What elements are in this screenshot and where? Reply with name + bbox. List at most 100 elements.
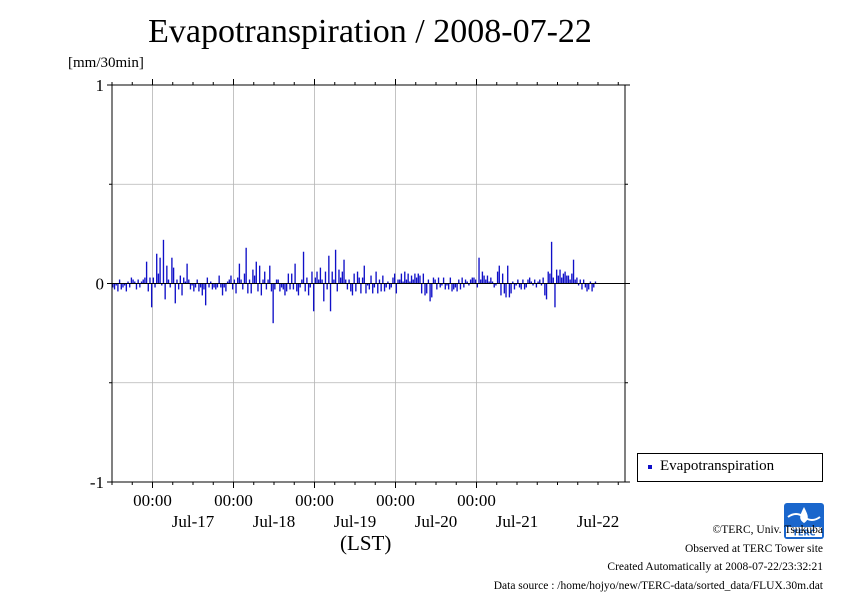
bar — [557, 275, 560, 284]
bar — [132, 279, 134, 284]
bar — [441, 283, 443, 286]
bar — [328, 255, 330, 284]
bar — [461, 277, 463, 284]
bar — [549, 273, 551, 284]
bar — [576, 277, 578, 284]
bar — [404, 271, 406, 284]
created-text: Created Automatically at 2008-07-22/23:3… — [607, 561, 823, 573]
chart-title: Evapotranspiration / 2008-07-22 — [148, 13, 592, 50]
bar — [483, 275, 485, 284]
bar — [311, 271, 313, 284]
bar — [574, 279, 576, 284]
credits-block: ©TERC, Univ. Tsukuba Observed at TERC To… — [494, 521, 823, 595]
bar — [184, 281, 187, 284]
bar — [490, 277, 492, 284]
bar — [204, 283, 207, 306]
bar — [373, 283, 376, 288]
bar — [265, 283, 268, 290]
bar — [365, 283, 367, 294]
bar — [152, 277, 155, 284]
bar — [473, 277, 475, 284]
bar — [591, 283, 593, 292]
bar — [378, 279, 381, 284]
bar — [520, 283, 522, 290]
bar — [274, 283, 276, 290]
legend: Evapotranspiration — [637, 453, 823, 482]
bar — [306, 277, 308, 284]
y-unit-label: [mm/30min] — [68, 55, 144, 71]
bar — [216, 283, 219, 288]
bar — [582, 279, 585, 284]
bar — [201, 283, 203, 296]
bar — [162, 239, 165, 284]
bar — [115, 283, 117, 286]
bar — [336, 283, 338, 292]
bar — [469, 279, 472, 284]
bar — [588, 283, 590, 290]
bar — [517, 279, 519, 284]
bar — [474, 279, 477, 284]
bar — [523, 283, 526, 290]
bar — [233, 279, 236, 284]
bar — [503, 283, 506, 294]
bar — [130, 277, 133, 284]
bar — [318, 279, 320, 284]
bar — [567, 275, 570, 284]
bar — [134, 281, 136, 284]
bar — [275, 279, 278, 284]
bar — [539, 279, 541, 284]
bar — [255, 261, 257, 284]
bar — [172, 267, 175, 284]
bar — [237, 277, 239, 284]
bar — [468, 283, 470, 286]
bar — [431, 283, 433, 298]
bar — [424, 283, 426, 296]
observed-text: Observed at TERC Tower site — [684, 542, 823, 555]
bar — [333, 279, 335, 284]
bar — [522, 279, 524, 284]
bar — [307, 283, 310, 296]
bar — [368, 283, 371, 290]
bar — [145, 261, 148, 284]
bar — [348, 279, 350, 284]
legend-label: Evapotranspiration — [660, 458, 775, 474]
bar — [463, 283, 465, 288]
bar — [532, 283, 534, 286]
bar — [554, 283, 556, 308]
bar — [407, 273, 409, 284]
x-tick-time-label: 00:00 — [457, 491, 496, 510]
bar — [451, 283, 453, 292]
bar — [235, 283, 237, 294]
bar — [339, 277, 342, 284]
bar — [498, 265, 500, 284]
bar — [495, 283, 497, 286]
bar — [501, 273, 504, 284]
bar — [161, 283, 163, 286]
bar — [294, 263, 296, 284]
bar — [446, 283, 448, 286]
bar — [471, 277, 473, 284]
bar — [247, 283, 249, 294]
bar — [159, 257, 161, 284]
bar — [400, 273, 403, 284]
bar — [442, 277, 445, 284]
bar — [324, 271, 327, 284]
bar — [309, 283, 311, 288]
bar — [157, 273, 160, 284]
bar — [572, 259, 575, 284]
bar — [410, 275, 413, 284]
bar — [493, 283, 495, 288]
bar — [586, 283, 588, 292]
bar — [139, 283, 141, 288]
y-tick-label: 0 — [96, 275, 105, 294]
x-tick-date-label: Jul-17 — [172, 512, 215, 531]
bar — [250, 283, 252, 294]
bar — [388, 283, 391, 290]
bar — [230, 275, 232, 284]
bar — [262, 279, 264, 284]
bar — [535, 283, 538, 288]
bar — [417, 273, 419, 284]
bar — [129, 283, 131, 288]
bar — [193, 283, 195, 292]
